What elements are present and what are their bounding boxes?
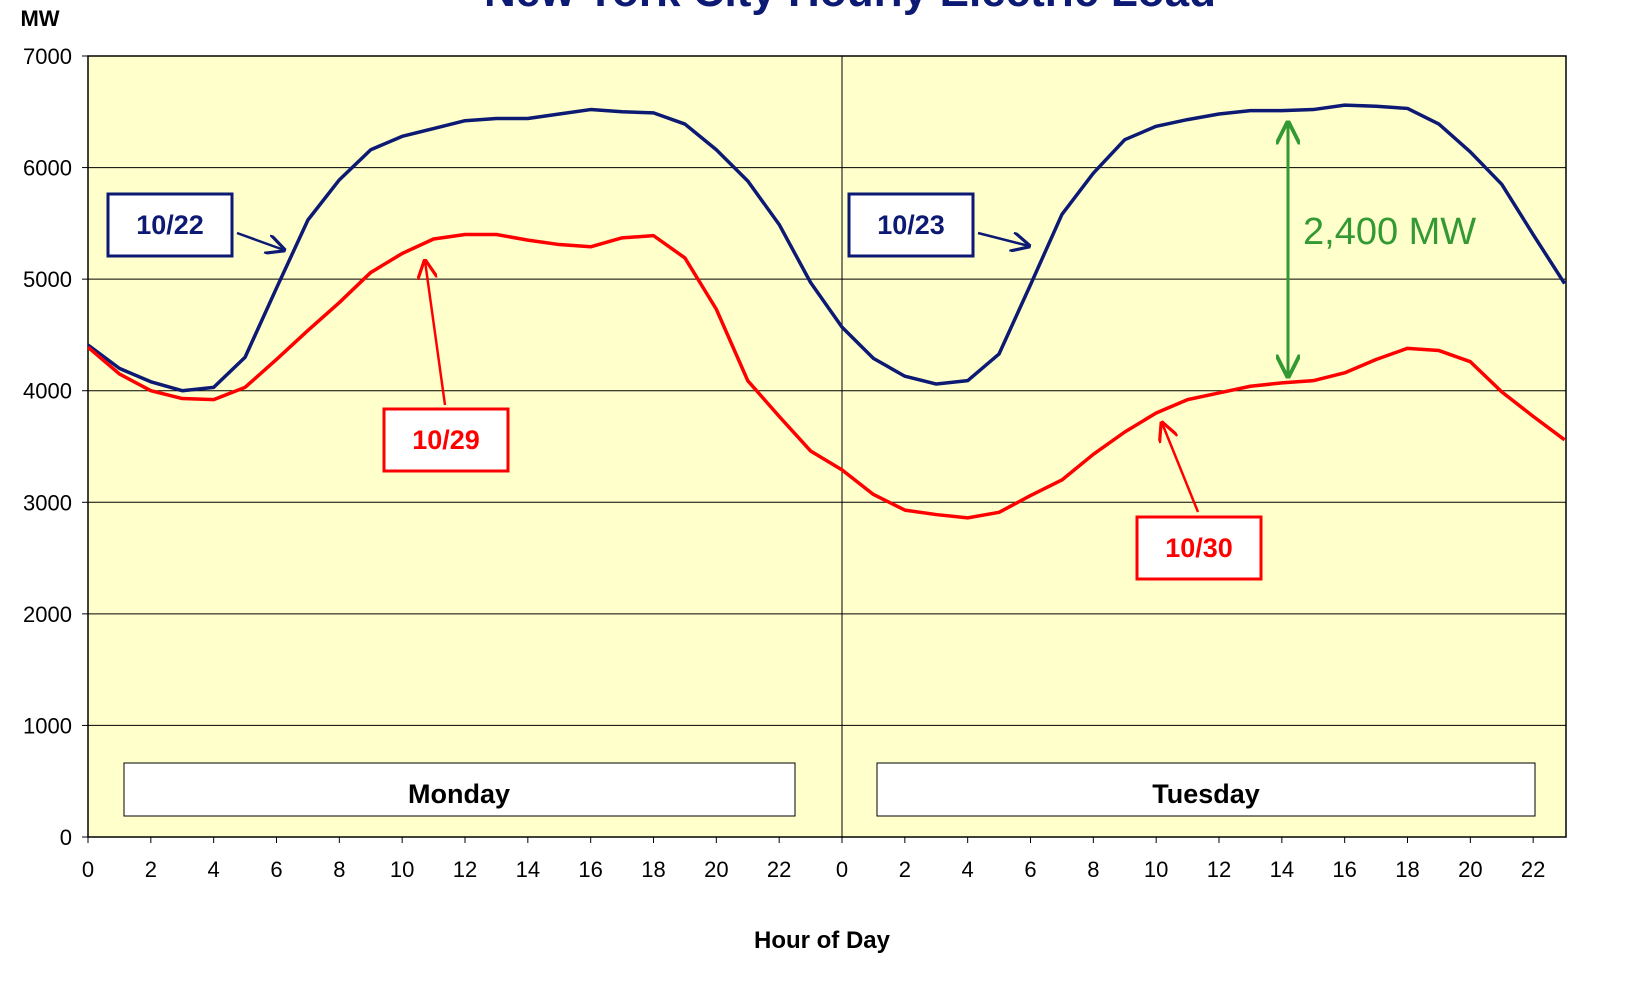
x-tick-label: 6 <box>1024 857 1036 882</box>
legend-label: 10/23 <box>877 210 945 240</box>
callout-arrow <box>1162 423 1200 513</box>
x-tick-label: 0 <box>836 857 848 882</box>
y-tick-label: 2000 <box>23 602 72 627</box>
x-tick-label: 14 <box>1270 857 1294 882</box>
annotation: 2,400 MW <box>1303 211 1476 253</box>
x-tick-label: 2 <box>899 857 911 882</box>
day-label: Monday <box>408 779 510 809</box>
plot-area <box>88 56 1566 837</box>
x-tick-label: 16 <box>578 857 602 882</box>
legend-box <box>106 192 234 258</box>
chart-title: New York City Hourly Electric Load <box>484 0 1216 16</box>
day-box <box>876 762 1536 817</box>
x-axis-label: Hour of Day <box>754 927 891 954</box>
y-axis-label: MW <box>20 6 59 31</box>
x-tick-label: 18 <box>1395 857 1419 882</box>
x-tick-label: 0 <box>82 857 94 882</box>
x-tick-label: 12 <box>453 857 477 882</box>
y-tick-label: 0 <box>60 825 72 850</box>
legend-box <box>1135 515 1263 581</box>
y-tick-label: 7000 <box>23 44 72 69</box>
x-tick-label: 10 <box>1144 857 1168 882</box>
x-tick-label: 22 <box>1521 857 1545 882</box>
day-box <box>123 762 796 817</box>
series-line <box>86 232 812 453</box>
x-tick-label: 4 <box>208 857 220 882</box>
y-tick-label: 6000 <box>23 156 72 181</box>
plot-border <box>87 55 1567 838</box>
legend-label: 10/30 <box>1165 533 1233 563</box>
x-tick-label: 18 <box>641 857 665 882</box>
x-tick-label: 20 <box>704 857 728 882</box>
y-tick-label: 3000 <box>23 490 72 515</box>
x-tick-label: 10 <box>390 857 414 882</box>
x-tick-label: 20 <box>1458 857 1482 882</box>
series-connector <box>808 280 844 329</box>
y-tick-label: 5000 <box>23 267 72 292</box>
y-tick-label: 4000 <box>23 379 72 404</box>
x-tick-label: 8 <box>333 857 345 882</box>
x-tick-label: 8 <box>1087 857 1099 882</box>
x-tick-label: 2 <box>145 857 157 882</box>
series-line <box>840 346 1566 520</box>
callout-arrow <box>977 231 1029 246</box>
x-tick-label: 12 <box>1207 857 1231 882</box>
series-line <box>840 103 1567 386</box>
legend-box <box>382 407 510 473</box>
day-label: Tuesday <box>1152 779 1260 809</box>
legend-box <box>847 192 975 258</box>
x-tick-label: 4 <box>962 857 974 882</box>
y-tick-label: 1000 <box>23 713 72 738</box>
callout-arrow <box>425 261 447 406</box>
series-line <box>86 107 813 393</box>
callout-arrow <box>236 231 284 250</box>
x-tick-label: 22 <box>767 857 791 882</box>
legend-label: 10/29 <box>412 425 480 455</box>
legend-label: 10/22 <box>136 210 204 240</box>
x-tick-label: 14 <box>516 857 540 882</box>
x-tick-label: 6 <box>270 857 282 882</box>
x-tick-label: 16 <box>1332 857 1356 882</box>
series-connector <box>808 449 844 472</box>
